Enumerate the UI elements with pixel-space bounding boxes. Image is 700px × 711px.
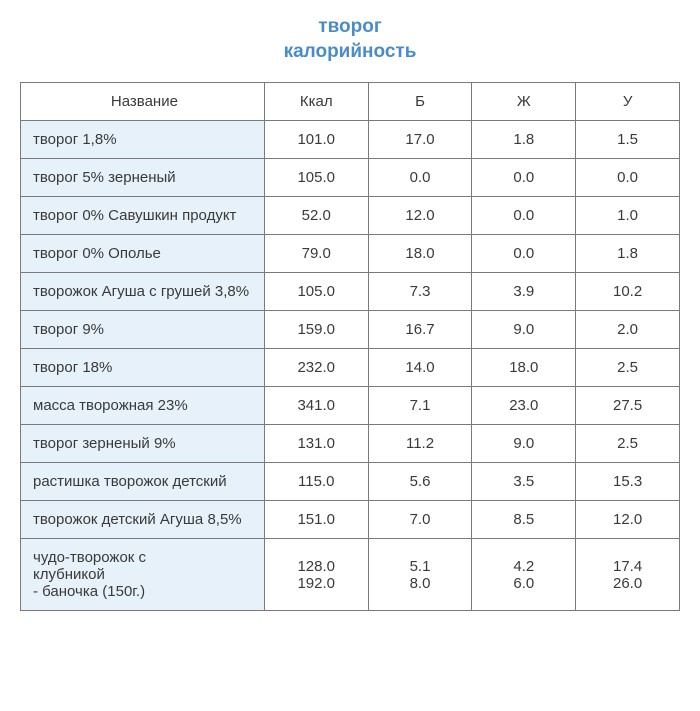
col-header-kcal: Ккал: [264, 83, 368, 121]
cell-b: 7.3: [368, 273, 472, 311]
cell-b: 11.2: [368, 425, 472, 463]
cell-zh: 18.0: [472, 349, 576, 387]
cell-zh: 0.0: [472, 235, 576, 273]
cell-kcal: 159.0: [264, 311, 368, 349]
cell-name: творог 0% Савушкин продукт: [21, 197, 265, 235]
cell-u: 17.426.0: [576, 539, 680, 611]
cell-kcal: 341.0: [264, 387, 368, 425]
cell-u: 2.5: [576, 425, 680, 463]
col-header-name: Название: [21, 83, 265, 121]
cell-u: 0.0: [576, 159, 680, 197]
cell-b: 7.1: [368, 387, 472, 425]
cell-b: 18.0: [368, 235, 472, 273]
cell-zh: 23.0: [472, 387, 576, 425]
cell-name: масса творожная 23%: [21, 387, 265, 425]
table-header-row: Название Ккал Б Ж У: [21, 83, 680, 121]
cell-zh: 9.0: [472, 425, 576, 463]
cell-b: 0.0: [368, 159, 472, 197]
cell-kcal: 131.0: [264, 425, 368, 463]
cell-name: творог 1,8%: [21, 121, 265, 159]
table-row: творог 5% зерненый105.00.00.00.0: [21, 159, 680, 197]
table-row: творожок детский Агуша 8,5%151.07.08.512…: [21, 501, 680, 539]
cell-b: 12.0: [368, 197, 472, 235]
table-row: творог зерненый 9%131.011.29.02.5: [21, 425, 680, 463]
table-row: творог 1,8%101.017.01.81.5: [21, 121, 680, 159]
cell-zh: 3.5: [472, 463, 576, 501]
cell-u: 1.8: [576, 235, 680, 273]
cell-name: чудо-творожок склубникой - баночка (150г…: [21, 539, 265, 611]
cell-kcal: 101.0: [264, 121, 368, 159]
table-row: масса творожная 23%341.07.123.027.5: [21, 387, 680, 425]
cell-name: творог 9%: [21, 311, 265, 349]
cell-kcal: 115.0: [264, 463, 368, 501]
cell-u: 15.3: [576, 463, 680, 501]
calorie-table: Название Ккал Б Ж У творог 1,8%101.017.0…: [20, 82, 680, 611]
cell-kcal: 232.0: [264, 349, 368, 387]
cell-zh: 1.8: [472, 121, 576, 159]
cell-zh: 3.9: [472, 273, 576, 311]
cell-kcal: 151.0: [264, 501, 368, 539]
cell-b: 17.0: [368, 121, 472, 159]
cell-name: творог 18%: [21, 349, 265, 387]
cell-name: растишка творожок детский: [21, 463, 265, 501]
table-row: творог 0% Ополье79.018.00.01.8: [21, 235, 680, 273]
cell-kcal: 52.0: [264, 197, 368, 235]
cell-zh: 0.0: [472, 159, 576, 197]
col-header-zh: Ж: [472, 83, 576, 121]
table-row: творог 0% Савушкин продукт52.012.00.01.0: [21, 197, 680, 235]
table-row: растишка творожок детский115.05.63.515.3: [21, 463, 680, 501]
cell-b: 5.6: [368, 463, 472, 501]
title-line-2: калорийность: [20, 40, 680, 65]
cell-b: 5.18.0: [368, 539, 472, 611]
table-row: творог 18%232.014.018.02.5: [21, 349, 680, 387]
cell-kcal: 105.0: [264, 159, 368, 197]
cell-u: 12.0: [576, 501, 680, 539]
title-line-1: творог: [20, 15, 680, 40]
cell-u: 2.5: [576, 349, 680, 387]
cell-u: 1.0: [576, 197, 680, 235]
cell-u: 10.2: [576, 273, 680, 311]
cell-name: творог 0% Ополье: [21, 235, 265, 273]
cell-zh: 0.0: [472, 197, 576, 235]
cell-u: 1.5: [576, 121, 680, 159]
cell-kcal: 128.0192.0: [264, 539, 368, 611]
cell-b: 7.0: [368, 501, 472, 539]
cell-kcal: 79.0: [264, 235, 368, 273]
cell-b: 14.0: [368, 349, 472, 387]
table-row: творог 9%159.016.79.02.0: [21, 311, 680, 349]
cell-zh: 4.26.0: [472, 539, 576, 611]
cell-kcal: 105.0: [264, 273, 368, 311]
col-header-b: Б: [368, 83, 472, 121]
cell-b: 16.7: [368, 311, 472, 349]
cell-zh: 9.0: [472, 311, 576, 349]
cell-name: творог 5% зерненый: [21, 159, 265, 197]
table-row: творожок Агуша с грушей 3,8%105.07.33.91…: [21, 273, 680, 311]
page-title: творог калорийность: [20, 15, 680, 64]
cell-u: 2.0: [576, 311, 680, 349]
cell-name: творожок детский Агуша 8,5%: [21, 501, 265, 539]
table-row: чудо-творожок склубникой - баночка (150г…: [21, 539, 680, 611]
col-header-u: У: [576, 83, 680, 121]
cell-u: 27.5: [576, 387, 680, 425]
cell-zh: 8.5: [472, 501, 576, 539]
cell-name: творог зерненый 9%: [21, 425, 265, 463]
cell-name: творожок Агуша с грушей 3,8%: [21, 273, 265, 311]
